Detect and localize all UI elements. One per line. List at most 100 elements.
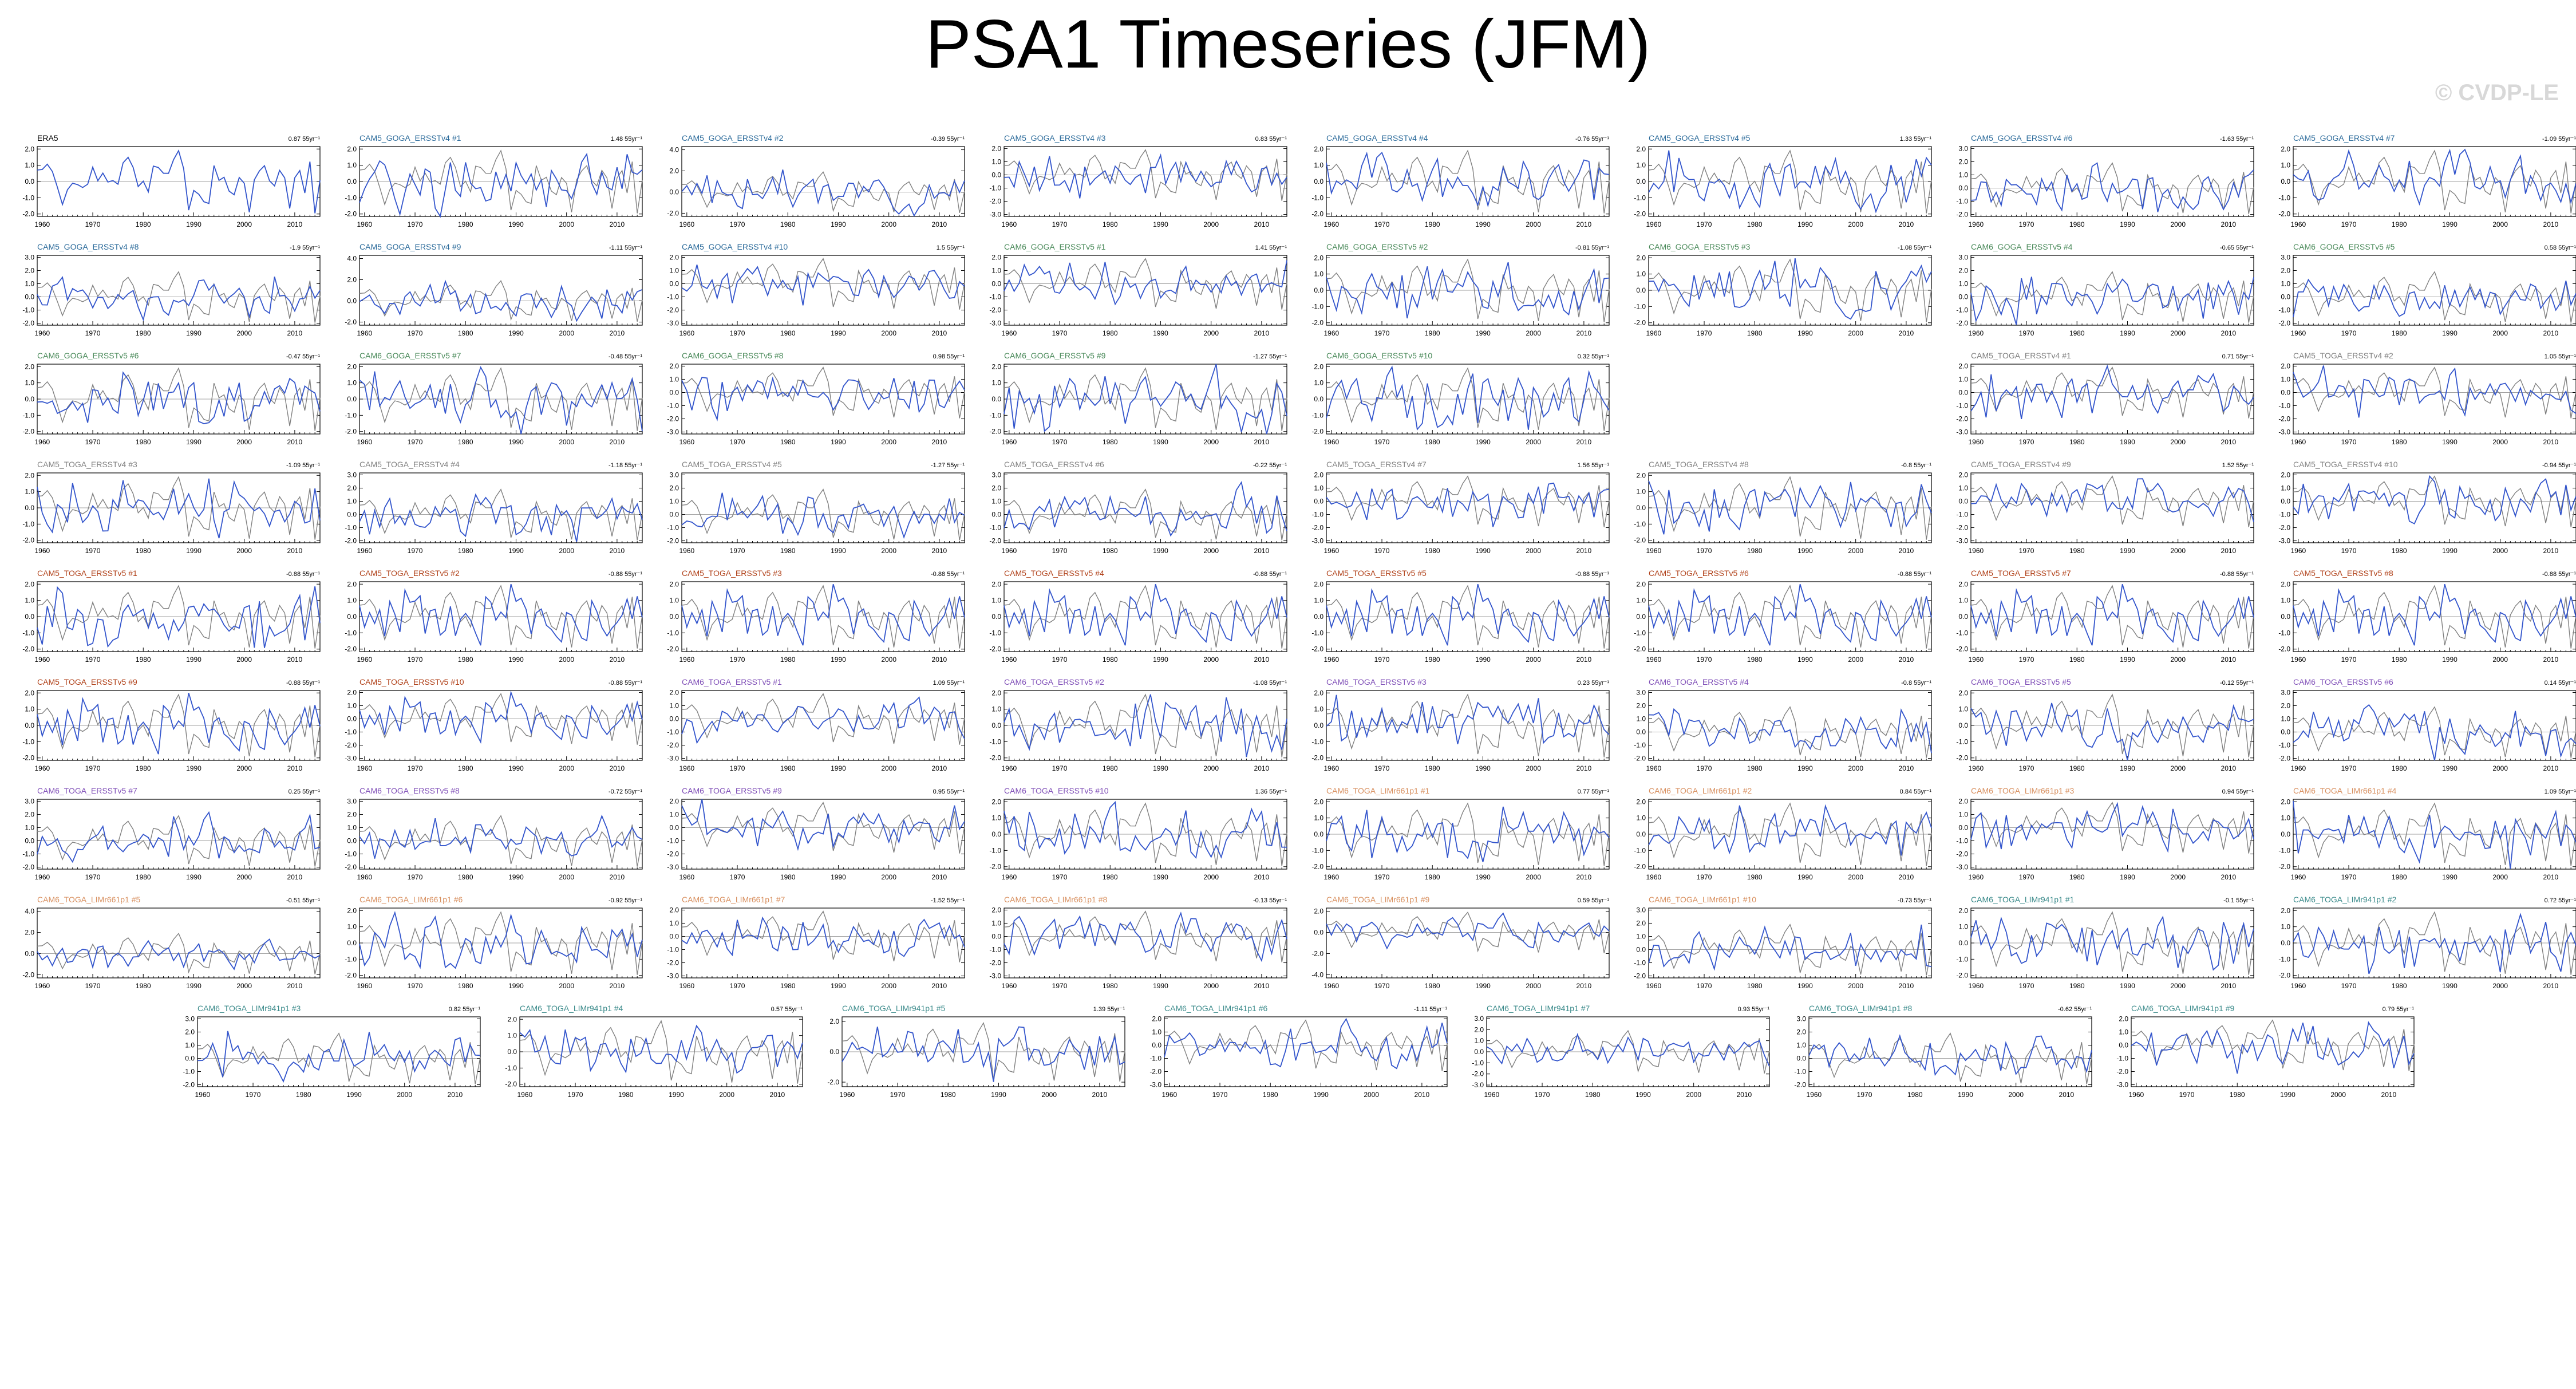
series-line <box>2293 800 2576 869</box>
x-tick-label: 1970 <box>730 329 745 337</box>
y-tick-label: 0.0 <box>1314 613 1323 621</box>
y-tick-label: -3.0 <box>989 211 1001 219</box>
y-tick-label: 2.0 <box>25 362 34 370</box>
y-tick-label: -1.0 <box>2278 306 2290 314</box>
timeseries-panel: CAM6_TOGA_ERSSTv5 #8 -0.72 55yr⁻¹ 3.0 2.0 1.… <box>345 786 643 881</box>
panel-trend: 0.98 55yr⁻¹ <box>933 353 965 360</box>
y-tick-label: 1.0 <box>1314 597 1323 605</box>
y-tick-label: 3.0 <box>669 471 679 479</box>
y-tick-label: 0.0 <box>669 613 679 621</box>
y-tick-label: 0.0 <box>25 613 34 621</box>
x-tick-label: 1960 <box>2290 547 2306 555</box>
panel-trend: -0.47 55yr⁻¹ <box>286 353 320 360</box>
x-tick-label: 1970 <box>730 220 745 228</box>
x-tick-label: 1960 <box>2290 220 2306 228</box>
x-tick-label: 1980 <box>1425 220 1440 228</box>
y-tick-label: 2.0 <box>25 471 34 479</box>
y-tick-label: 0.0 <box>669 823 679 831</box>
x-tick-label: 1980 <box>458 329 473 337</box>
plot-frame <box>681 364 965 435</box>
y-tick-label: -1.0 <box>667 629 679 637</box>
y-tick-label: 2.0 <box>1314 471 1323 479</box>
panel-trend: -0.88 55yr⁻¹ <box>609 680 642 686</box>
plot-frame <box>37 799 321 870</box>
y-tick-label: 1.0 <box>669 497 679 505</box>
x-tick-label: 1980 <box>1425 656 1440 664</box>
timeseries-panel: CAM5_TOGA_ERSSTv4 #4 -1.18 55yr⁻¹ 3.0 2.0 1.… <box>345 460 643 555</box>
series-line <box>2293 475 2576 525</box>
timeseries-panel: CAM6_TOGA_ERSSTv5 #1 1.09 55yr⁻¹ 2.0 1.0 0.0… <box>667 677 965 772</box>
timeseries-panel: CAM5_TOGA_ERSSTv4 #5 -1.27 55yr⁻¹ 3.0 2.0 1.… <box>667 460 965 555</box>
y-tick-label: 0.0 <box>1958 823 1968 831</box>
x-tick-label: 2010 <box>1254 656 1270 664</box>
x-tick-label: 2000 <box>236 764 252 772</box>
x-tick-label: 2010 <box>2543 547 2559 555</box>
x-tick-label: 1980 <box>1747 764 1763 772</box>
y-tick-label: 0.0 <box>25 177 34 186</box>
series-line <box>1648 804 1932 856</box>
y-tick-label: 2.0 <box>991 362 1001 370</box>
y-tick-label: -3.0 <box>1956 537 1968 545</box>
x-tick-label: 1970 <box>2341 547 2357 555</box>
y-tick-label: -1.0 <box>22 629 34 637</box>
plot-frame <box>2293 255 2576 326</box>
x-tick-label: 1970 <box>1697 547 1712 555</box>
panel-trend: 0.14 55yr⁻¹ <box>2545 680 2576 686</box>
y-tick-label: -3.0 <box>667 319 679 327</box>
y-tick-label: -2.0 <box>1956 211 1968 219</box>
x-tick-label: 1980 <box>1747 220 1763 228</box>
panel-trend: 0.32 55yr⁻¹ <box>1578 353 1610 360</box>
x-tick-label: 1980 <box>1103 547 1118 555</box>
y-tick-label: -1.0 <box>1311 511 1323 519</box>
y-tick-label: -2.0 <box>2278 210 2290 218</box>
x-tick-label: 1980 <box>2069 764 2085 772</box>
observation-line <box>37 585 321 649</box>
panel-label: CAM6_TOGA_ERSSTv5 #8 <box>359 786 460 795</box>
plot-frame <box>1003 146 1287 217</box>
x-tick-label: 2000 <box>1526 329 1541 337</box>
x-tick-label: 1970 <box>1697 329 1712 337</box>
x-tick-label: 1960 <box>1968 438 1984 446</box>
y-tick-label: 2.0 <box>1314 580 1323 588</box>
series-line <box>1970 277 2254 325</box>
y-tick-label: 2.0 <box>2281 580 2290 588</box>
x-tick-label: 1980 <box>2069 438 2085 446</box>
y-tick-label: 2.0 <box>991 144 1001 152</box>
series-line <box>681 376 965 422</box>
series-line <box>359 366 643 435</box>
observation-line <box>1648 149 1932 214</box>
x-tick-label: 2010 <box>287 764 303 772</box>
x-tick-label: 1970 <box>2341 764 2357 772</box>
x-tick-label: 2010 <box>2221 547 2237 555</box>
y-tick-label: 1.0 <box>1958 705 1968 713</box>
y-tick-label: -3.0 <box>989 319 1001 327</box>
timeseries-panel: CAM5_TOGA_ERSSTv5 #1 -0.88 55yr⁻¹ 2.0 1.0 0.… <box>22 569 321 664</box>
x-tick-label: 1970 <box>408 220 423 228</box>
y-tick-label: -1.0 <box>22 194 34 202</box>
x-tick-label: 1960 <box>2290 438 2306 446</box>
x-tick-label: 1980 <box>2392 873 2407 881</box>
x-tick-label: 1970 <box>1052 220 1068 228</box>
y-tick-label: 0.0 <box>347 297 357 305</box>
panel-trend: -0.8 55yr⁻¹ <box>1901 462 1931 469</box>
y-tick-label: 1.0 <box>669 701 679 709</box>
x-tick-label: 1960 <box>34 764 50 772</box>
x-tick-label: 1980 <box>780 764 796 772</box>
x-tick-label: 2000 <box>1526 873 1541 881</box>
y-tick-label: -2.0 <box>2278 415 2290 423</box>
observation-line <box>1970 585 2254 649</box>
y-tick-label: -2.0 <box>22 319 34 327</box>
timeseries-panel: CAM5_TOGA_ERSSTv4 #9 1.52 55yr⁻¹ 2.0 1.0 0.0… <box>1956 460 2254 555</box>
x-tick-label: 1960 <box>1001 873 1017 881</box>
x-tick-label: 1960 <box>1646 764 1661 772</box>
y-tick-label: 0.0 <box>2281 293 2290 301</box>
observation-line <box>37 933 321 974</box>
y-tick-label: -1.0 <box>1956 737 1968 745</box>
series-line <box>359 911 643 969</box>
x-tick-label: 1990 <box>2120 438 2135 446</box>
x-tick-label: 2000 <box>1848 873 1863 881</box>
y-tick-label: 1.0 <box>347 597 357 605</box>
x-tick-label: 1980 <box>1425 873 1440 881</box>
series-line <box>1326 262 1610 319</box>
y-tick-label: 0.0 <box>1636 830 1646 838</box>
